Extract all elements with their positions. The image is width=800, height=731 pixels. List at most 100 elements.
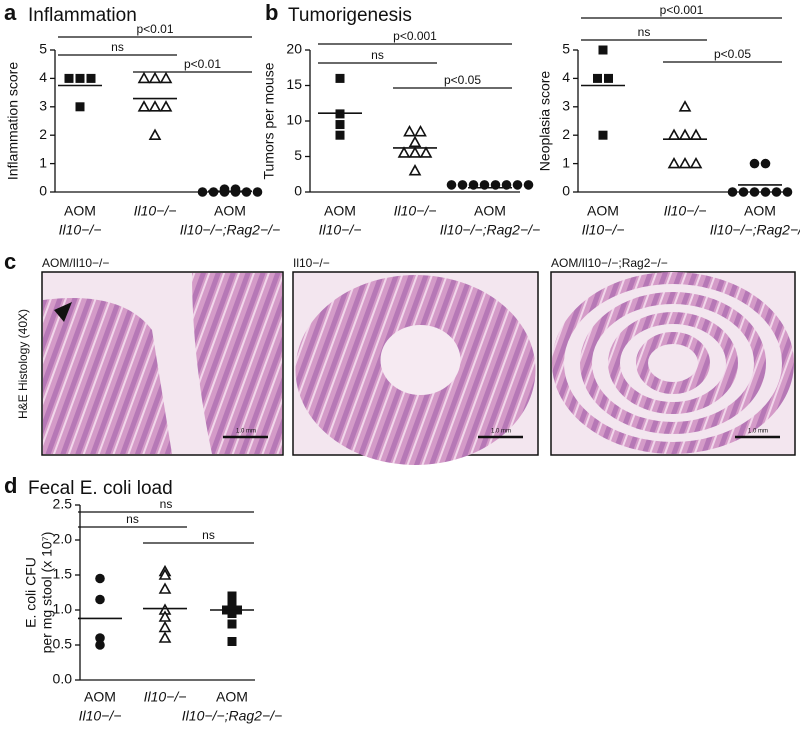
data-point [86, 73, 96, 83]
y-axis-label: Neoplasia score [537, 71, 553, 172]
x-tick-label: Il10−/−;Rag2−/− [710, 222, 800, 238]
y-tick-label: 5 [562, 41, 570, 57]
panel-letter: c [4, 249, 16, 274]
x-tick-label: AOM [214, 203, 246, 219]
y-tick-label: 1 [39, 154, 47, 170]
data-point [667, 156, 681, 169]
y-tick-label: 5 [294, 147, 302, 163]
data-point [227, 609, 237, 618]
data-point [208, 187, 219, 197]
data-point [771, 187, 782, 197]
data-point [95, 594, 105, 605]
data-point [749, 187, 760, 197]
x-tick-label: AOM [324, 203, 356, 219]
y-tick-label: 1 [562, 154, 570, 170]
panel-letter: b [265, 0, 278, 25]
data-point [760, 158, 771, 169]
data-point [95, 573, 105, 584]
data-point [158, 568, 172, 580]
data-point [75, 73, 85, 83]
x-tick-label: AOM [744, 203, 776, 219]
y-axis-label: Inflammation score [5, 62, 21, 180]
data-point [689, 156, 703, 169]
x-tick-label: Il10−/−;Rag2−/− [180, 222, 280, 238]
x-tick-label: AOM [64, 203, 96, 219]
data-point [158, 582, 172, 594]
data-point [227, 637, 237, 646]
data-point [64, 73, 74, 83]
data-point [457, 180, 468, 190]
y-axis-label: H&E Histology (40X) [16, 309, 30, 419]
y-tick-label: 0.5 [53, 636, 73, 652]
y-tick-label: 4 [39, 69, 47, 85]
data-point [446, 180, 457, 190]
y-axis-label: per mg stool (x 10⁷) [39, 532, 55, 654]
x-tick-label: Il10−/− [394, 203, 437, 219]
tissue [608, 312, 738, 414]
data-point [95, 633, 105, 643]
y-tick-label: 2.5 [53, 496, 73, 512]
y-tick-label: 4 [562, 69, 570, 85]
tissue [43, 298, 172, 454]
data-point [219, 187, 230, 197]
x-tick-label: Il10−/− [59, 222, 102, 238]
y-tick-label: 0 [562, 183, 570, 199]
y-tick-label: 1.0 [53, 601, 73, 617]
significance-label: ns [111, 40, 124, 54]
y-tick-label: 1.5 [53, 566, 73, 582]
data-point [749, 158, 760, 169]
y-tick-label: 20 [286, 41, 302, 57]
data-point [397, 146, 411, 158]
data-point [241, 187, 252, 197]
data-point [95, 640, 105, 650]
significance-label: ns [202, 528, 215, 542]
data-point [760, 187, 771, 197]
data-point [159, 71, 173, 84]
data-point [593, 73, 602, 83]
data-point [227, 602, 237, 611]
data-point [227, 619, 237, 629]
tissue [636, 332, 710, 394]
y-axis-label: Tumors per mouse [261, 62, 277, 179]
x-tick-label: AOM [84, 689, 116, 705]
data-point [148, 100, 162, 112]
y-tick-label: 10 [286, 112, 302, 128]
panel-letter: a [4, 0, 17, 25]
data-point [137, 100, 151, 112]
significance-label: ns [638, 25, 651, 39]
significance-label: ns [160, 497, 173, 511]
data-point [419, 146, 433, 158]
scale-bar-label: 1.0 mm [236, 429, 256, 435]
x-tick-label: Il10−/−;Rag2−/− [182, 708, 282, 724]
significance-label: p<0.01 [136, 22, 173, 36]
data-point [598, 45, 608, 55]
x-tick-label: Il10−/− [582, 222, 625, 238]
arrowhead [54, 302, 72, 322]
tissue [192, 273, 282, 454]
data-point [667, 128, 681, 140]
data-point [523, 180, 534, 190]
y-tick-label: 0.0 [53, 671, 73, 687]
data-point [148, 71, 162, 84]
data-point [403, 125, 416, 137]
image-label: AOM/Il10−/−;Rag2−/− [551, 256, 668, 270]
data-point [678, 100, 692, 112]
data-point [782, 187, 793, 197]
scale-bar-label: 1.0 mm [748, 429, 768, 435]
data-point [335, 73, 345, 83]
data-point [738, 187, 749, 197]
significance-label: p<0.01 [184, 57, 221, 71]
x-tick-label: Il10−/− [319, 222, 362, 238]
data-point [408, 146, 422, 158]
tissue-lumen [380, 325, 461, 395]
x-tick-label: Il10−/− [79, 708, 122, 724]
data-point [512, 180, 523, 190]
y-tick-label: 0 [39, 183, 47, 199]
significance-label: ns [371, 48, 384, 62]
panel-letter: d [4, 473, 17, 498]
data-point [230, 187, 241, 197]
data-point [148, 128, 162, 140]
y-tick-label: 2.0 [53, 531, 73, 547]
y-tick-label: 5 [39, 41, 47, 57]
